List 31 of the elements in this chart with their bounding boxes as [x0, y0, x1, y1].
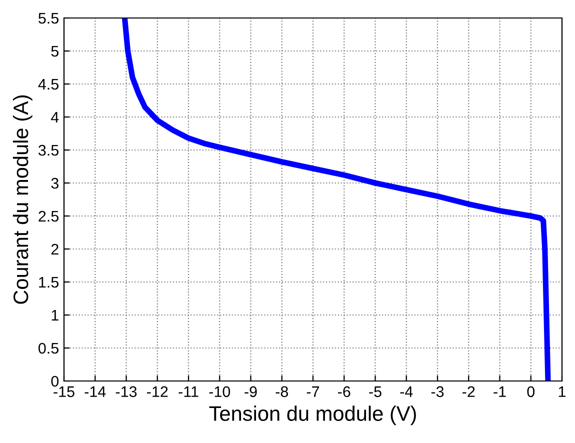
- x-tick-label: -8: [276, 386, 288, 398]
- y-axis-title: Courant du module (A): [12, 95, 32, 304]
- x-tick-label: -9: [244, 386, 257, 398]
- y-tick-label: 3: [51, 178, 58, 189]
- x-tick-label: -4: [400, 386, 413, 397]
- x-tick-label: -1: [494, 386, 506, 397]
- x-axis-title: Tension du module (V): [209, 406, 416, 426]
- x-tick-label: -2: [462, 386, 475, 397]
- x-tick-label: -7: [306, 386, 320, 397]
- x-tick-label: -12: [147, 386, 168, 397]
- y-tick-label: 5.5: [38, 13, 58, 24]
- y-tick-label: 0.5: [38, 342, 58, 354]
- y-tick-label: 2: [51, 244, 58, 255]
- x-tick-label: 0: [527, 386, 535, 398]
- x-tick-label: -15: [54, 386, 74, 398]
- x-tick-label: -10: [209, 386, 230, 398]
- y-tick-label: 4: [50, 112, 59, 123]
- y-tick-label: 3.5: [38, 144, 58, 156]
- x-tick-label: -6: [338, 386, 350, 398]
- x-tick-label: -5: [369, 386, 382, 398]
- x-tick-label: -13: [116, 386, 137, 398]
- y-tick-label: 1: [52, 310, 58, 321]
- y-tick-label: 5: [51, 46, 58, 57]
- x-tick-label: -11: [178, 386, 198, 397]
- x-tick-label: -3: [431, 386, 444, 398]
- y-tick-label: 2.5: [38, 210, 58, 222]
- x-tick-label: 1: [558, 386, 566, 397]
- y-tick-label: 1.5: [39, 277, 58, 288]
- x-tick-label: -14: [84, 386, 106, 397]
- y-tick-label: 0: [51, 376, 59, 387]
- y-tick-label: 4.5: [38, 79, 58, 90]
